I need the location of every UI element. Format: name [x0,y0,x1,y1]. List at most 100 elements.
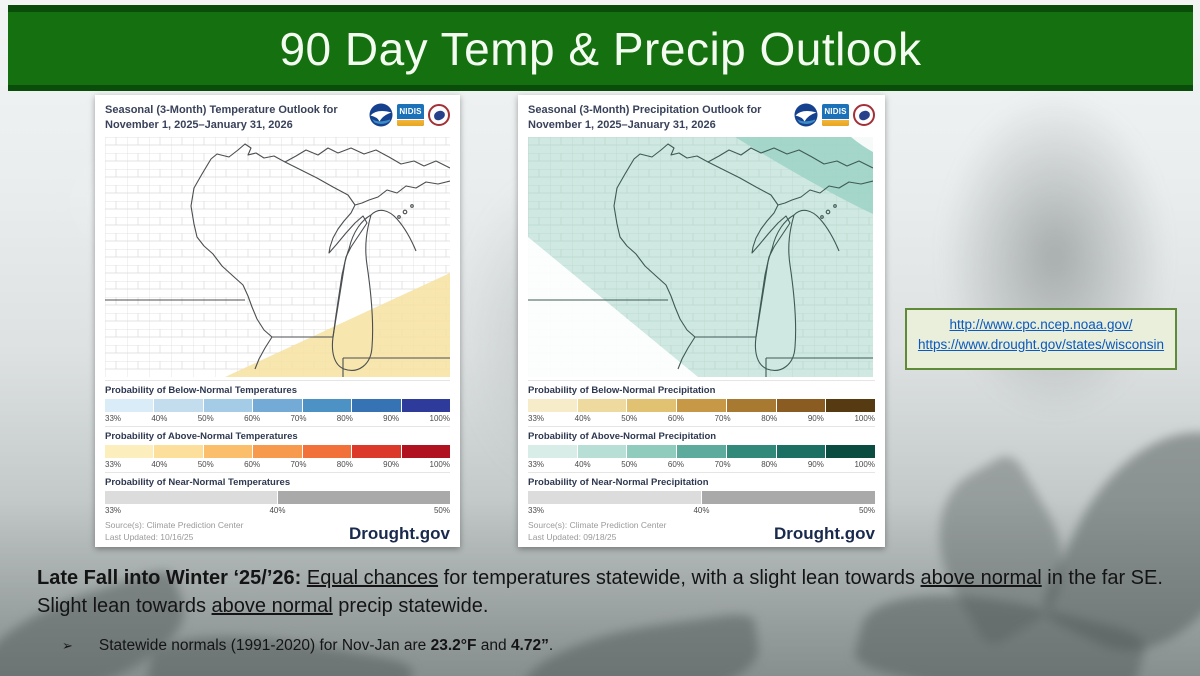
tick-label: 40% [151,414,168,424]
text-segment: 4.72” [510,637,549,654]
scale-segment [154,399,203,413]
scale-segment [253,399,302,413]
scale-segment [776,445,826,459]
higher-probability-precip-region [735,137,873,215]
statewide-normals-text: Statewide normals (1991-2020) for Nov-Ja… [99,637,553,655]
commerce-seal-icon [428,104,450,126]
noaa-logo-icon [369,103,393,127]
tick-label: 90% [807,414,824,424]
text-segment: Equal chances [306,567,439,589]
above-normal-precip-scale: Probability of Above-Normal Precipitatio… [528,426,876,469]
scale-segment [105,399,154,413]
scale-segment [352,445,401,459]
tick-label: 50% [621,460,638,470]
above-normal-temp-region [225,273,450,378]
text-segment: for temperatures statewide, with a sligh… [438,567,921,589]
scale-segment [826,445,876,459]
scale-segment [528,399,577,413]
text-segment: in the far SE. Slight lean towards [37,567,1163,617]
scale-label: Probability of Below-Normal Temperatures [105,385,297,397]
scale-segment [702,491,875,505]
scale-tick-labels: 33% 40% 50% 60% 70% 80% 90% 100% [528,460,875,469]
commerce-seal-icon [853,104,875,126]
tick-label: 80% [761,460,778,470]
tick-label: 100% [854,414,875,424]
tick-label: 100% [854,460,875,470]
nidis-logo-text: NIDIS [824,107,847,116]
scale-label: Probability of Near-Normal Precipitation [528,477,709,489]
tick-label: 70% [290,414,307,424]
tick-label: 100% [429,414,450,424]
scale-segment [401,399,450,413]
bullet-arrow-icon: ➢ [62,638,73,653]
scale-segment [577,445,627,459]
tick-label: 50% [858,506,875,516]
tick-label: 33% [528,460,545,470]
nidis-logo-icon: NIDIS [822,104,849,126]
resource-links-box: http://www.cpc.ncep.noaa.gov/https://www… [905,308,1177,370]
scale-color-bar [528,445,876,459]
scale-label: Probability of Above-Normal Precipitatio… [528,431,717,443]
scale-tick-labels: 33% 40% 50% [105,506,450,515]
tick-label: 90% [383,460,400,470]
scale-segment [627,445,677,459]
tick-label: 70% [290,460,307,470]
resource-link[interactable]: http://www.cpc.ncep.noaa.gov/ [949,317,1133,332]
tick-label: 50% [197,414,214,424]
scale-color-bar [105,399,450,413]
scale-tick-labels: 33% 40% 50% [528,506,875,515]
equal-chances-region [528,237,698,378]
card-footer: Source(s): Climate Prediction Center Las… [528,520,875,544]
text-segment: and [476,637,511,654]
page-title: 90 Day Temp & Precip Outlook [279,22,922,75]
scale-segment [776,399,826,413]
precipitation-outlook-card: Seasonal (3-Month) Precipitation Outlook… [518,95,885,547]
scale-segment [105,491,277,505]
tick-label: 33% [105,460,122,470]
card-header: Seasonal (3-Month) Temperature Outlook f… [105,103,450,132]
outlook-summary-text: Late Fall into Winter ‘25/’26: Equal cha… [37,565,1177,620]
tick-label: 80% [336,460,353,470]
resource-link[interactable]: https://www.drought.gov/states/wisconsin [917,336,1165,352]
scale-label: Probability of Above-Normal Temperatures [105,431,298,443]
scale-color-bar [528,399,876,413]
text-segment: above normal [920,567,1042,589]
tick-label: 33% [528,506,545,516]
scale-segment [577,399,627,413]
last-updated: Last Updated: 09/18/25 [528,531,617,542]
bullet-row: ➢ Statewide normals (1991-2020) for Nov-… [62,637,553,655]
tick-label: 33% [528,414,545,424]
tick-label: 40% [693,506,710,516]
drought-gov-wordmark: Drought.gov [348,523,450,543]
scale-segment [826,399,876,413]
nidis-logo-text: NIDIS [399,107,422,116]
scale-segment [203,445,253,459]
card-title-line2: November 1, 2025–January 31, 2026 [105,118,293,131]
scale-tick-labels: 33% 40% 50% 60% 70% 80% 90% 100% [105,414,450,423]
tick-label: 60% [244,414,261,424]
tick-label: 90% [807,460,824,470]
card-title-line1: Seasonal (3-Month) Temperature Outlook f… [105,104,338,116]
temperature-outlook-card: Seasonal (3-Month) Temperature Outlook f… [95,95,460,547]
scale-color-bar [528,491,875,505]
text-segment: Late Fall into Winter ‘25/’26: [37,567,307,589]
source-text: Source(s): Climate Prediction Center Las… [105,520,243,544]
scale-color-bar [105,491,450,505]
tick-label: 70% [714,414,731,424]
text-segment: 23.2°F [430,637,477,654]
title-bar: 90 Day Temp & Precip Outlook [8,5,1193,91]
noaa-logo-icon [794,103,818,127]
tick-label: 40% [269,506,286,516]
tick-label: 80% [336,414,353,424]
source-line: Source(s): Climate Prediction Center [528,520,667,531]
scale-label: Probability of Below-Normal Precipitatio… [528,385,716,397]
scale-segment [302,445,352,459]
temperature-outlook-map [105,137,450,378]
below-normal-precip-scale: Probability of Below-Normal Precipitatio… [528,380,876,424]
scale-segment [154,445,203,459]
scale-segment [302,399,352,413]
near-normal-precip-scale: Probability of Near-Normal Precipitation… [528,472,875,515]
scale-tick-labels: 33% 40% 50% 60% 70% 80% 90% 100% [105,460,450,469]
scale-segment [726,445,776,459]
